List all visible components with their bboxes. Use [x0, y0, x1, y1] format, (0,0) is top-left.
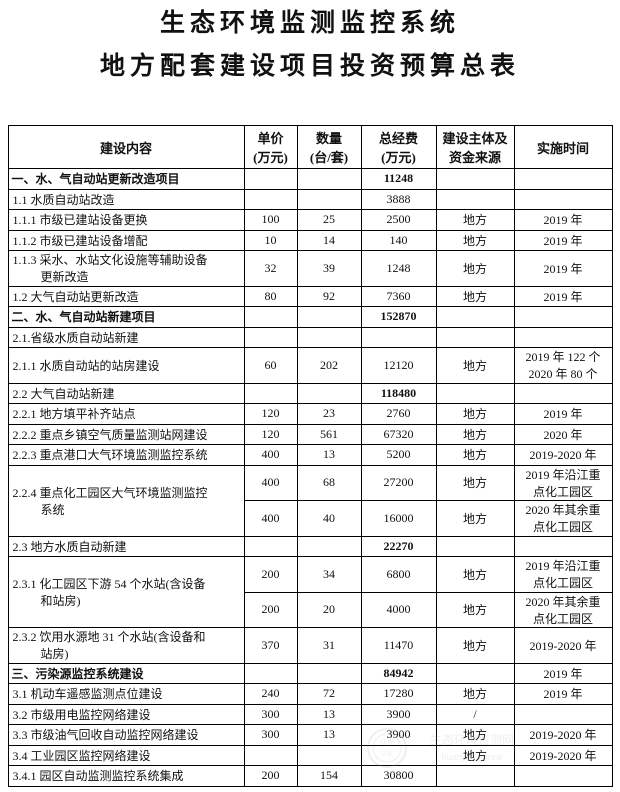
- svg-text:huanjing-jiance: huanjing-jiance: [441, 752, 502, 762]
